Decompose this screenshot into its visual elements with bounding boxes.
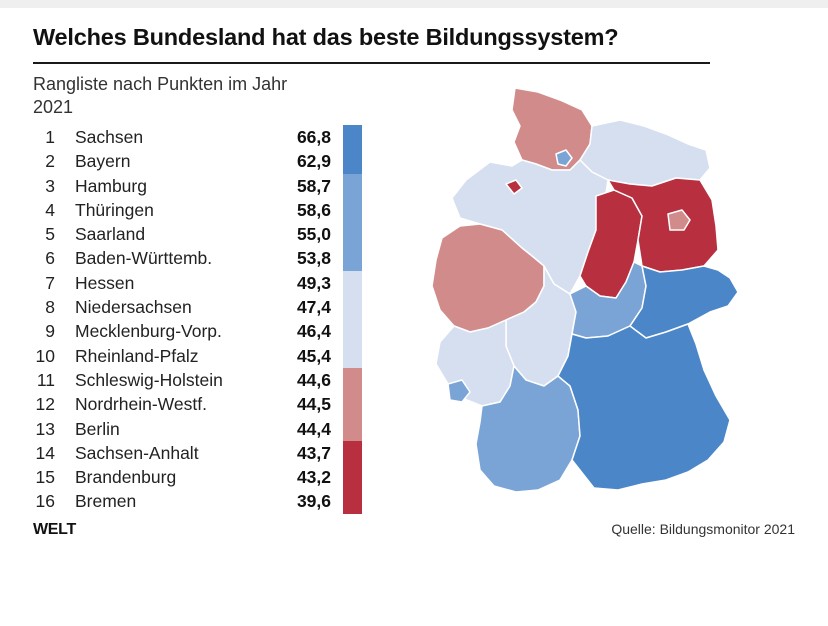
state-score: 44,6 [296, 369, 331, 390]
state-score: 66,8 [296, 127, 331, 147]
rank-number: 14 [35, 442, 55, 463]
region-sachsen [629, 265, 739, 339]
germany-map [431, 87, 739, 493]
rank-number: 1 [45, 127, 55, 147]
tier-color-swatch [343, 173, 362, 198]
state-name: Nordrhein-Westf. [75, 394, 207, 415]
state-name: Hessen [75, 272, 135, 293]
ranking-row: 14 Sachsen-Anhalt 43,7 [33, 440, 373, 466]
welt-logo: WELT [33, 521, 76, 538]
tier-color-swatch [343, 222, 362, 247]
state-score: 44,4 [296, 418, 331, 439]
state-score: 58,6 [296, 199, 331, 220]
ranking-row: 9 Mecklenburg-Vorp. 46,4 [33, 319, 373, 344]
tier-color-swatch [343, 319, 362, 344]
rank-number: 12 [35, 394, 55, 415]
state-score: 53,8 [296, 248, 331, 269]
tier-color-swatch [343, 149, 362, 174]
tier-color-swatch [343, 367, 362, 393]
region-schleswig-holstein [511, 87, 593, 171]
ranking-row: 7 Hessen 49,3 [33, 270, 373, 296]
ranking-row: 11 Schleswig-Holstein 44,6 [33, 367, 373, 393]
tier-color-swatch [343, 392, 362, 417]
state-name: Brandenburg [75, 467, 177, 488]
state-name: Hamburg [75, 175, 147, 196]
ranking-row: 12 Nordrhein-Westf. 44,5 [33, 392, 373, 417]
state-name: Saarland [75, 224, 146, 245]
state-name: Berlin [75, 418, 120, 439]
ranking-row: 1 Sachsen 66,8 [33, 125, 373, 150]
region-hamburg [555, 149, 573, 167]
rank-number: 10 [35, 345, 55, 366]
tier-color-swatch [343, 295, 362, 320]
state-score: 45,4 [296, 345, 331, 366]
state-score: 58,7 [296, 175, 331, 196]
rank-number: 11 [36, 369, 55, 390]
rank-number: 2 [45, 151, 55, 172]
state-name: Schleswig-Holstein [75, 369, 223, 390]
state-score: 49,3 [296, 272, 331, 293]
rank-number: 5 [45, 224, 55, 245]
ranking-subtitle: Rangliste nach Punkten im Jahr 2021 [33, 74, 288, 117]
region-saarland [447, 379, 471, 403]
page-title: Welches Bundesland hat das beste Bildung… [33, 24, 619, 50]
ranking-row: 2 Bayern 62,9 [33, 149, 373, 174]
ranking-row: 16 Bremen 39,6 [33, 489, 373, 514]
state-name: Sachsen-Anhalt [75, 442, 199, 463]
tier-color-swatch [343, 465, 362, 490]
ranking-row: 5 Saarland 55,0 [33, 222, 373, 247]
ranking-row: 8 Niedersachsen 47,4 [33, 295, 373, 320]
rank-number: 8 [45, 297, 55, 318]
tier-color-swatch [343, 343, 362, 368]
tier-color-swatch [343, 489, 362, 514]
ranking-row: 15 Brandenburg 43,2 [33, 465, 373, 490]
state-name: Bayern [75, 151, 131, 172]
tier-color-swatch [343, 270, 362, 296]
tier-color-swatch [343, 125, 362, 150]
state-name: Mecklenburg-Vorp. [75, 321, 222, 342]
state-name: Baden-Württemb. [75, 248, 213, 269]
rank-number: 6 [45, 248, 55, 269]
rank-number: 16 [35, 491, 55, 512]
state-score: 43,2 [296, 467, 331, 488]
rank-number: 3 [45, 175, 55, 196]
state-score: 46,4 [296, 321, 331, 342]
state-score: 44,5 [296, 394, 331, 415]
rank-number: 13 [35, 418, 55, 439]
ranking-row: 13 Berlin 44,4 [33, 416, 373, 441]
rank-number: 7 [45, 272, 55, 293]
region-bremen [505, 179, 523, 195]
ranking-row: 10 Rheinland-Pfalz 45,4 [33, 343, 373, 368]
ranking-row: 6 Baden-Württemb. 53,8 [33, 246, 373, 271]
rank-number: 15 [35, 467, 55, 488]
tier-color-swatch [343, 197, 362, 223]
ranking-list: 1 Sachsen 66,8 2 Bayern 62,9 3 Hamburg 58,7 4 Thür… [33, 125, 373, 514]
source-note: Quelle: Bildungsmonitor 2021 [611, 521, 795, 537]
region-bayern [557, 323, 731, 491]
tier-color-swatch [343, 440, 362, 466]
tier-color-swatch [343, 246, 362, 271]
state-score: 47,4 [296, 297, 331, 318]
title-divider [33, 62, 710, 64]
state-score: 55,0 [296, 224, 331, 245]
top-bar [0, 0, 828, 8]
state-name: Thüringen [75, 199, 154, 220]
state-score: 62,9 [296, 151, 331, 172]
state-name: Sachsen [75, 127, 144, 147]
state-name: Bremen [75, 491, 137, 512]
state-score: 43,7 [296, 442, 331, 463]
region-berlin [667, 209, 691, 231]
ranking-row: 3 Hamburg 58,7 [33, 173, 373, 198]
tier-color-swatch [343, 416, 362, 441]
state-score: 39,6 [296, 491, 331, 512]
state-name: Niedersachsen [75, 297, 192, 318]
state-name: Rheinland-Pfalz [75, 345, 199, 366]
region-rheinland-pfalz [435, 319, 515, 407]
rank-number: 9 [45, 321, 55, 342]
ranking-row: 4 Thüringen 58,6 [33, 197, 373, 223]
rank-number: 4 [45, 199, 55, 220]
